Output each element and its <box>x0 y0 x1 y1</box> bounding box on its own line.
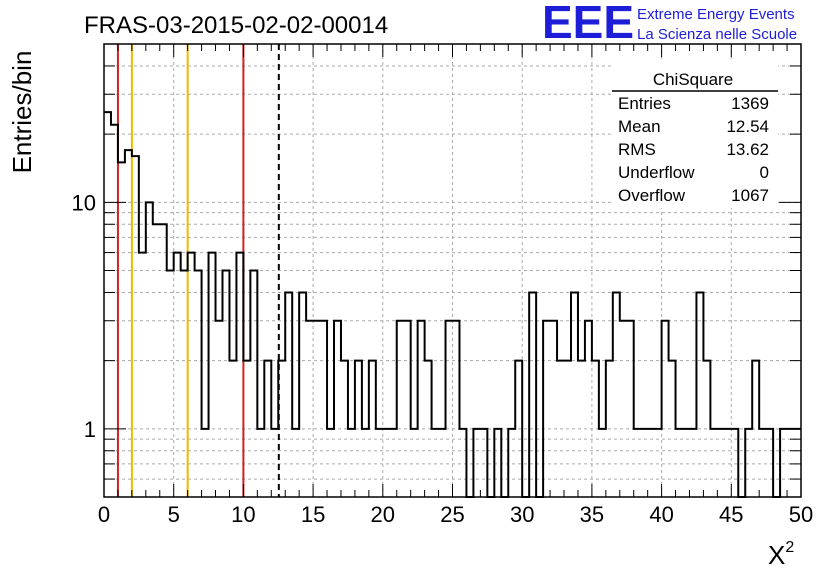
eee-logo: EEE Extreme Energy Events La Scienza nel… <box>542 0 797 48</box>
x-tick-label: 25 <box>440 502 464 527</box>
stats-label: Underflow <box>618 163 695 182</box>
stats-value: 12.54 <box>726 117 769 136</box>
x-tick-label: 10 <box>231 502 255 527</box>
y-tick-label: 1 <box>84 417 96 442</box>
stats-title: ChiSquare <box>653 70 733 89</box>
stats-value: 13.62 <box>726 140 769 159</box>
logo-line-1: Extreme Energy Events <box>637 6 795 23</box>
stats-value: 0 <box>760 163 769 182</box>
x-axis-label: X2 <box>768 539 794 570</box>
y-tick-label: 10 <box>72 190 96 215</box>
x-tick-label: 45 <box>719 502 743 527</box>
chart-title: FRAS-03-2015-02-02-00014 <box>84 12 388 39</box>
x-tick-label: 40 <box>649 502 673 527</box>
chisquare-histogram: FRAS-03-2015-02-02-00014 EEE Extreme Ene… <box>0 0 836 572</box>
x-tick-label: 30 <box>510 502 534 527</box>
x-tick-label: 5 <box>168 502 180 527</box>
x-tick-label: 20 <box>371 502 395 527</box>
stats-value: 1067 <box>731 186 769 205</box>
x-tick-label: 15 <box>301 502 325 527</box>
stats-label: Mean <box>618 117 661 136</box>
stats-label: RMS <box>618 140 656 159</box>
y-tick-labels: 1 10 <box>72 190 96 442</box>
stats-label: Entries <box>618 94 671 113</box>
logo-line-2: La Scienza nelle Scuole <box>637 26 797 43</box>
stats-box: ChiSquare Entries 1369 Mean 12.54 RMS 13.62 Un… <box>612 62 778 208</box>
x-tick-label: 50 <box>789 502 813 527</box>
x-tick-label: 35 <box>580 502 604 527</box>
stats-label: Overflow <box>618 186 686 205</box>
y-axis-label: Entries/bin <box>7 51 37 174</box>
logo-letters: EEE <box>542 0 634 48</box>
stats-value: 1369 <box>731 94 769 113</box>
x-tick-labels: 0 5 10 15 20 25 30 35 40 45 50 <box>98 502 813 527</box>
x-tick-label: 0 <box>98 502 110 527</box>
